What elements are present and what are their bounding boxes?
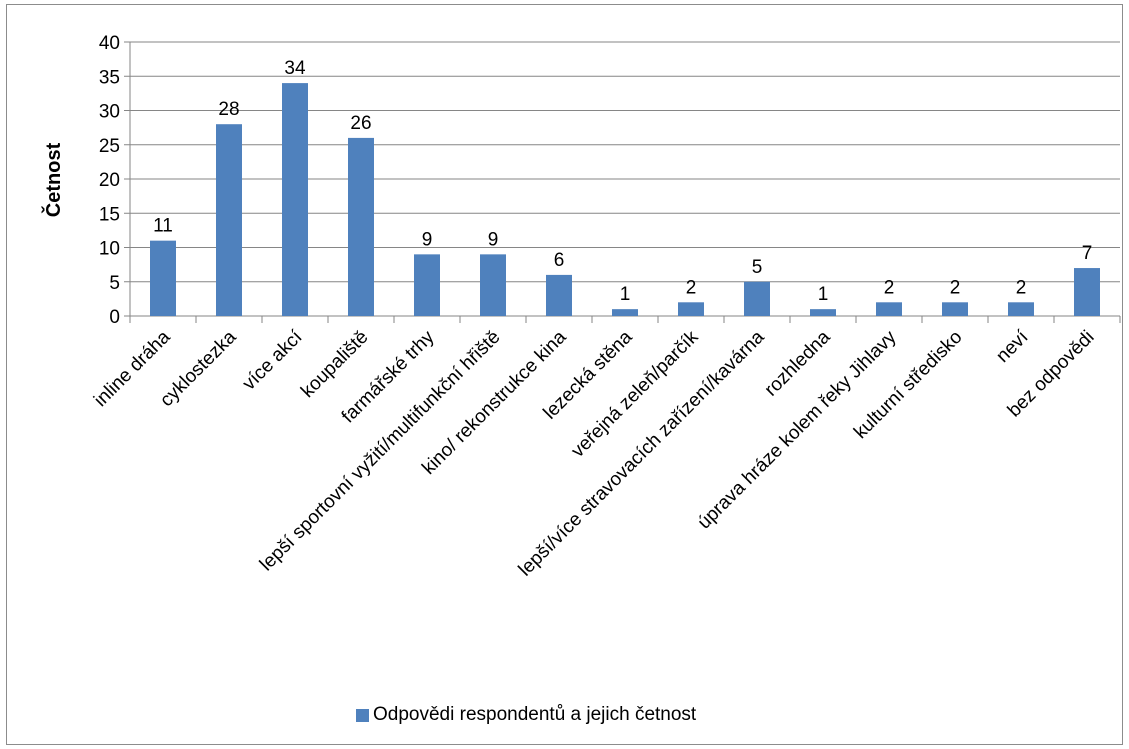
bar [414, 254, 440, 316]
gridlines [130, 41, 1120, 283]
y-tick-label: 5 [109, 273, 120, 294]
data-label: 11 [153, 216, 173, 237]
category-label: lepší sportovní vyžití/multifunkční hřiš… [256, 327, 505, 576]
bar [480, 254, 506, 316]
category-label: více akcí [239, 326, 307, 394]
bar [546, 274, 572, 316]
y-tick-label: 40 [99, 33, 120, 54]
y-axis-title: Četnost [41, 142, 65, 217]
y-tick-label: 15 [99, 204, 120, 225]
bar [216, 124, 242, 316]
data-label: 9 [488, 229, 499, 250]
legend: Odpovědi respondentů a jejich četnost [356, 704, 696, 726]
bar [810, 309, 836, 316]
y-tick-label: 10 [99, 239, 120, 260]
data-label: 26 [350, 113, 371, 134]
bar [282, 83, 308, 316]
chart-frame [6, 4, 1123, 745]
bar [744, 281, 770, 316]
data-label: 28 [218, 99, 239, 120]
bar [150, 240, 176, 316]
data-label: 2 [1016, 277, 1027, 298]
data-label: 6 [554, 250, 565, 271]
y-tick-label: 0 [109, 307, 120, 328]
data-labels: 11 28 34 26 9 9 6 1 2 5 1 2 2 2 7 [153, 58, 1092, 305]
data-label: 34 [284, 58, 306, 79]
data-label: 5 [752, 257, 763, 278]
bar [348, 137, 374, 316]
bar [942, 302, 968, 316]
data-label: 1 [620, 284, 631, 305]
y-tick-label: 35 [99, 67, 120, 88]
bar [876, 302, 902, 316]
data-label: 2 [950, 277, 961, 298]
category-label: veřejná zeleň/parčík [567, 326, 702, 461]
legend-label: Odpovědi respondentů a jejich četnost [373, 704, 697, 725]
category-label: neví [992, 326, 1033, 367]
y-tick-label: 25 [99, 136, 120, 157]
data-label: 7 [1082, 243, 1093, 264]
y-tick-labels: 0 5 10 15 20 25 30 35 40 [99, 33, 120, 328]
bar [678, 302, 704, 316]
category-label: lepší/více stravovacích zařízení/kavárna [515, 326, 769, 580]
bar [1008, 302, 1034, 316]
data-label: 9 [422, 229, 433, 250]
data-label: 1 [818, 284, 829, 305]
bar [612, 309, 638, 316]
axes [124, 41, 1121, 323]
bars [150, 83, 1100, 316]
y-tick-label: 30 [99, 102, 120, 123]
data-label: 2 [686, 277, 697, 298]
bar [1074, 268, 1100, 316]
legend-swatch [356, 708, 369, 722]
data-label: 2 [884, 277, 895, 298]
y-tick-label: 20 [99, 170, 120, 191]
